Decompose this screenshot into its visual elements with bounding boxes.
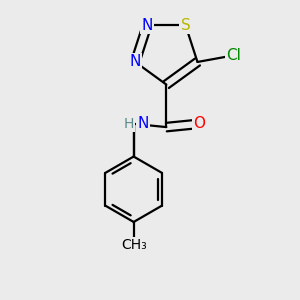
- Text: Cl: Cl: [226, 48, 241, 63]
- Text: N: N: [141, 18, 153, 33]
- Text: N: N: [130, 55, 141, 70]
- Text: CH₃: CH₃: [121, 238, 146, 252]
- Text: H: H: [123, 117, 134, 131]
- Text: N: N: [138, 116, 149, 131]
- Text: O: O: [193, 116, 205, 131]
- Text: S: S: [181, 18, 190, 33]
